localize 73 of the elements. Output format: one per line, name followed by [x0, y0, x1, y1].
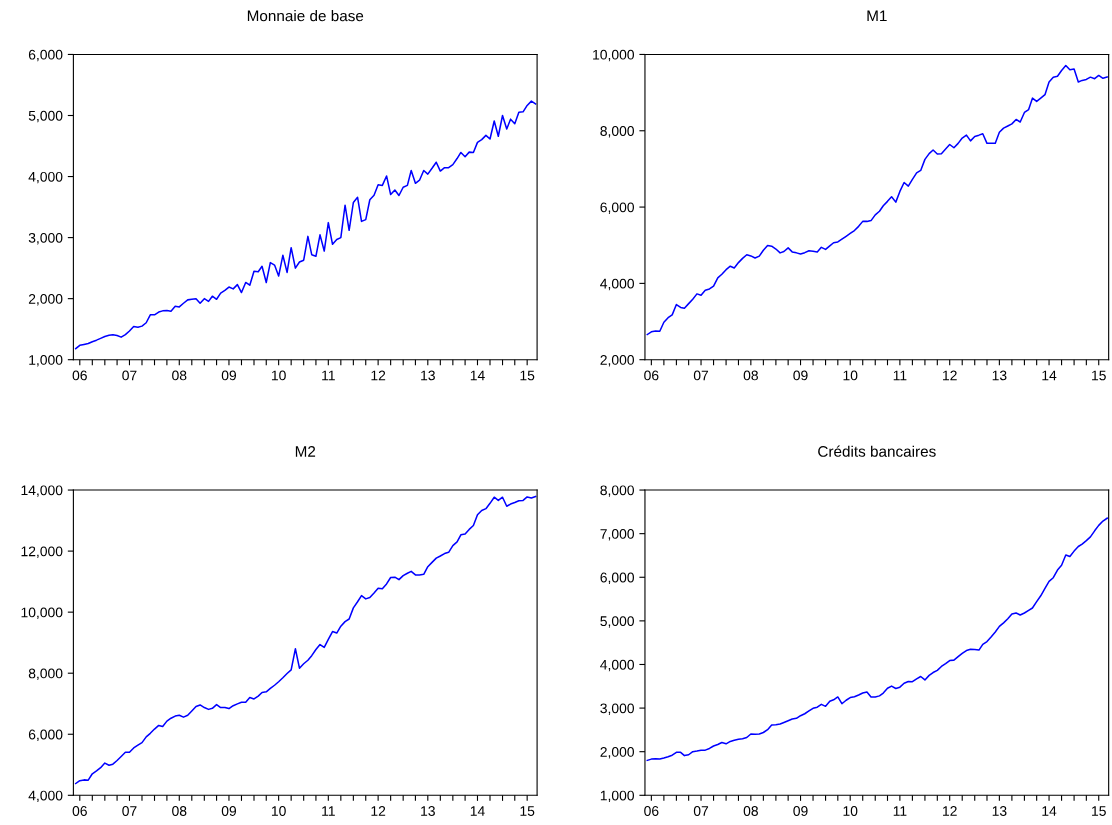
x-tick-label: 12 [943, 370, 957, 381]
line-series [74, 495, 537, 785]
line-series [646, 517, 1108, 762]
x-tick-label: 12 [371, 370, 386, 381]
y-tick-label: 7,000 [600, 528, 634, 541]
x-tick-label: 14 [1042, 370, 1057, 381]
x-tick-label: 08 [743, 806, 758, 816]
y-tick-label: 2,000 [600, 747, 634, 759]
y-tick-label: 8,000 [28, 668, 63, 681]
x-tick-label: 12 [943, 806, 957, 816]
x-tick-label: 07 [693, 806, 709, 816]
x-tick-label: 14 [470, 370, 485, 381]
y-tick-label: 6,000 [600, 572, 634, 585]
x-tick-label: 07 [122, 806, 137, 816]
x-tick-label: 15 [520, 370, 535, 381]
x-tick-label: 09 [221, 806, 237, 816]
x-tick-label: 06 [72, 806, 87, 816]
x-tick-label: 08 [172, 370, 187, 381]
x-tick-label: 11 [893, 806, 907, 816]
y-tick-label: 4,000 [28, 790, 63, 803]
x-tick-label: 15 [1092, 806, 1106, 816]
x-tick-label: 13 [992, 806, 1007, 816]
chart-title: M1 [867, 10, 887, 22]
x-tick-label: 06 [72, 370, 87, 381]
y-tick-label: 12,000 [21, 546, 63, 558]
y-tick-label: 6,000 [28, 49, 63, 62]
x-tick-label: 13 [992, 370, 1007, 381]
y-tick-label: 6,000 [28, 729, 63, 742]
x-tick-label: 09 [793, 806, 808, 816]
x-tick-label: 10 [271, 806, 286, 816]
line-series [74, 100, 537, 350]
y-tick-label: 1,000 [29, 355, 63, 367]
x-tick-label: 07 [122, 370, 137, 381]
y-tick-label: 10,000 [21, 607, 63, 619]
y-tick-label: 3,000 [600, 703, 634, 715]
x-tick-label: 13 [421, 806, 435, 816]
x-tick-label: 11 [893, 370, 907, 381]
x-tick-label: 11 [322, 370, 335, 381]
x-tick-label: 10 [843, 370, 858, 381]
y-tick-label: 5,000 [28, 110, 63, 123]
x-tick-label: 10 [271, 370, 286, 381]
x-tick-label: 09 [221, 370, 237, 381]
y-tick-label: 6,000 [600, 202, 634, 214]
chart-title: Monnaie de base [247, 10, 364, 22]
x-tick-label: 09 [793, 370, 808, 381]
y-tick-label: 4,000 [600, 278, 634, 291]
y-tick-label: 10,000 [593, 49, 634, 62]
x-tick-label: 14 [1042, 806, 1057, 816]
x-tick-label: 07 [693, 370, 709, 381]
x-tick-label: 14 [470, 806, 485, 816]
x-tick-label: 06 [644, 806, 659, 816]
x-tick-label: 10 [843, 806, 858, 816]
y-tick-label: 4,000 [600, 659, 634, 672]
x-tick-label: 13 [421, 370, 435, 381]
chart-title: M2 [295, 446, 316, 457]
x-tick-label: 08 [743, 370, 758, 381]
line-series [646, 64, 1108, 336]
y-tick-label: 1,000 [600, 790, 634, 803]
y-tick-label: 4,000 [28, 171, 63, 184]
y-tick-label: 2,000 [28, 293, 63, 306]
y-tick-label: 2,000 [600, 355, 634, 367]
x-tick-label: 15 [1092, 370, 1106, 381]
x-tick-label: 11 [322, 806, 335, 816]
x-tick-label: 12 [371, 806, 386, 816]
y-tick-label: 8,000 [600, 485, 634, 497]
y-tick-label: 14,000 [21, 485, 63, 497]
x-tick-label: 15 [520, 806, 535, 816]
y-tick-label: 3,000 [28, 232, 63, 245]
x-tick-label: 08 [172, 806, 187, 816]
y-tick-label: 5,000 [600, 616, 634, 628]
y-tick-label: 8,000 [600, 126, 634, 138]
x-tick-label: 06 [644, 370, 659, 381]
chart-title: Crédits bancaires [818, 445, 936, 457]
